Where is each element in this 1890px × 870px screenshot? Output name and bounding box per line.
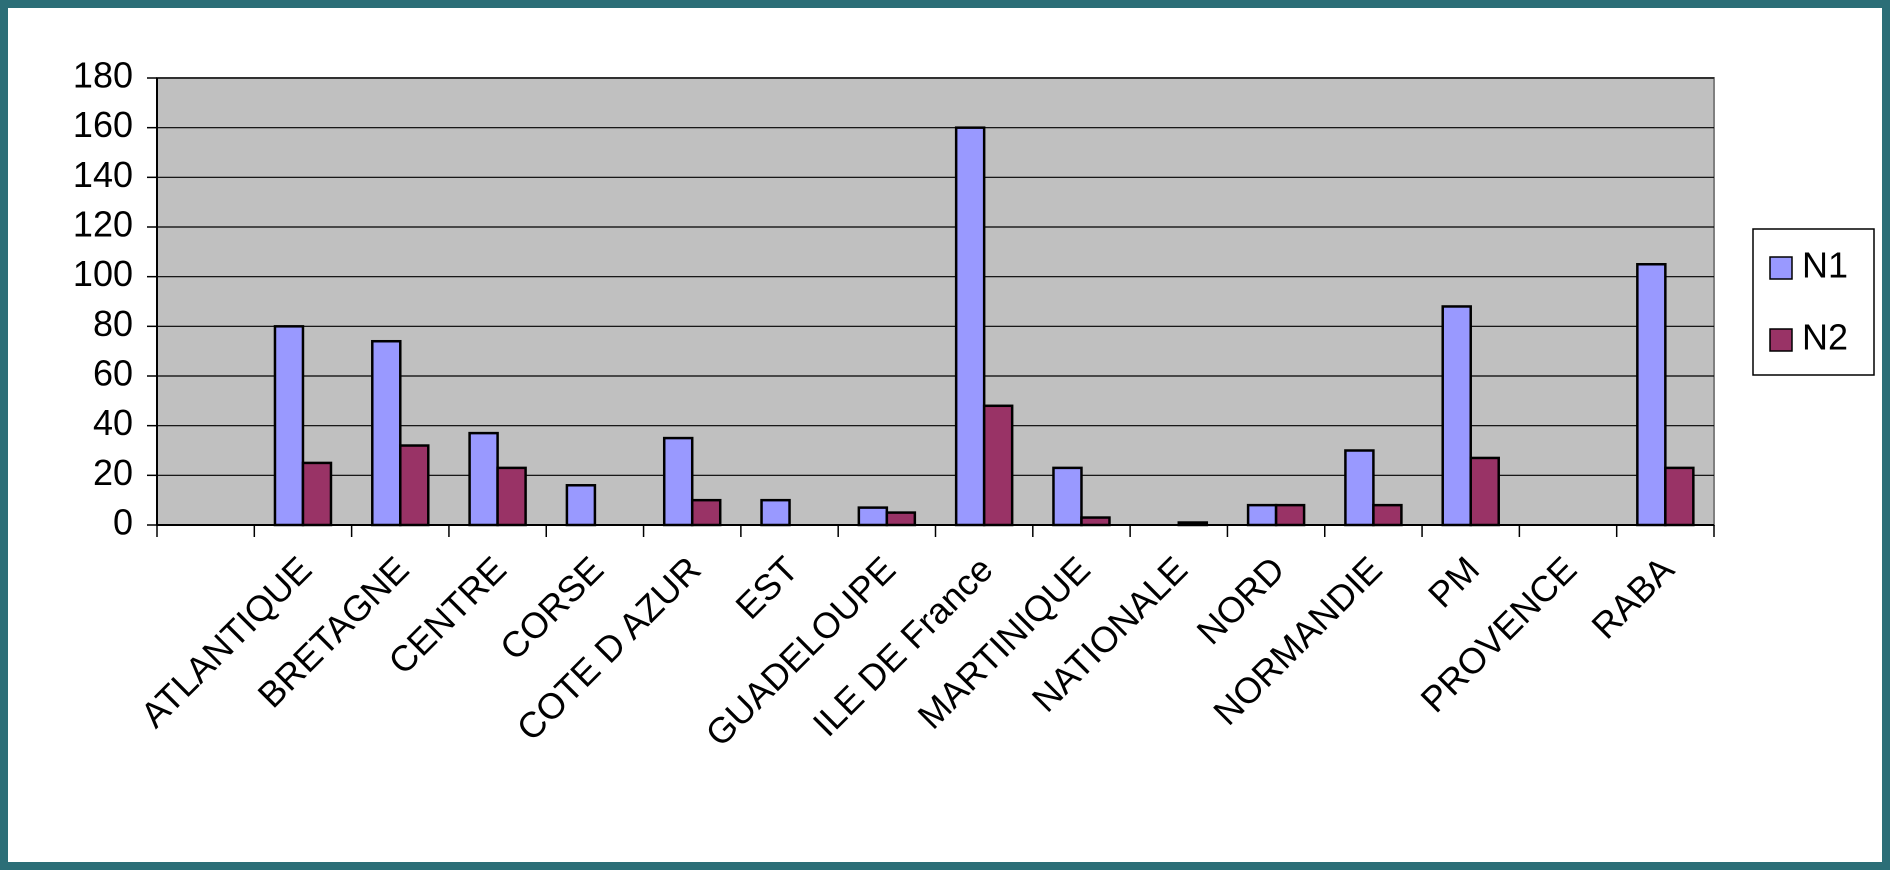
bar [399, 444, 430, 527]
bar [273, 325, 305, 527]
bar [1080, 516, 1111, 527]
y-tick-label: 140 [73, 154, 133, 195]
bar [662, 436, 694, 527]
y-tick-label: 180 [73, 55, 133, 96]
y-tick-label: 40 [93, 402, 133, 443]
bar [857, 506, 889, 527]
bar [954, 126, 986, 527]
bar [496, 466, 527, 527]
bar [982, 404, 1014, 527]
bar [565, 484, 597, 527]
y-tick-label: 100 [73, 253, 133, 294]
legend-swatch [1769, 256, 1793, 280]
legend-swatch [1769, 328, 1793, 352]
bar [760, 498, 791, 527]
bar [1246, 503, 1278, 527]
bar [1469, 456, 1500, 527]
bar [371, 339, 402, 527]
bar [1052, 466, 1083, 527]
bar [1274, 503, 1306, 527]
y-tick-label: 160 [73, 104, 133, 145]
bar [301, 461, 333, 527]
y-tick-label: 80 [93, 303, 133, 344]
y-tick-label: 20 [93, 452, 133, 493]
bar [1664, 466, 1695, 527]
bar [885, 511, 917, 527]
y-tick-label: 60 [93, 353, 133, 394]
bar [1441, 305, 1472, 527]
legend-label: N2 [1802, 317, 1848, 358]
bar [1372, 503, 1403, 527]
bar [1344, 449, 1375, 527]
bar [468, 431, 499, 527]
y-tick-label: 120 [73, 204, 133, 245]
y-tick-label: 0 [113, 502, 133, 543]
bar [1636, 263, 1667, 527]
bar [690, 498, 722, 527]
legend-label: N1 [1802, 245, 1848, 286]
bar [1177, 521, 1209, 527]
